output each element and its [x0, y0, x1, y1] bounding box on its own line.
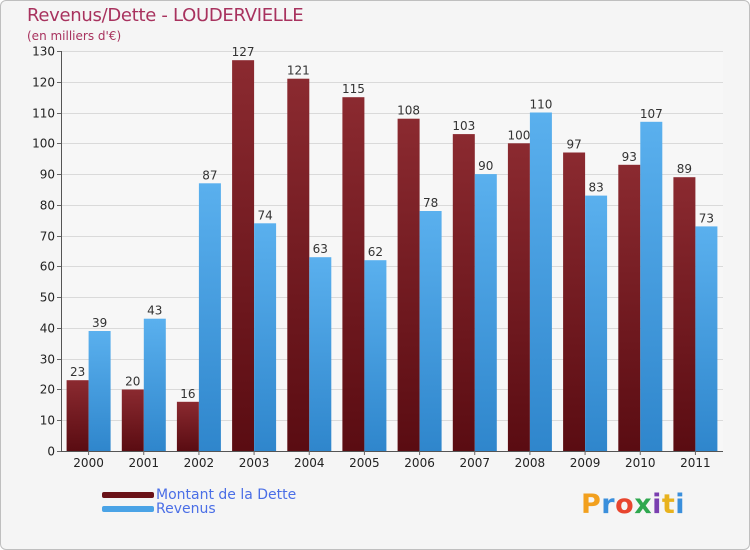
y-tick-label: 120: [32, 76, 55, 90]
x-tick-label-2008: 2008: [515, 456, 546, 470]
y-tick-label: 60: [40, 260, 55, 274]
bar-dette-2003: [232, 60, 255, 451]
bar-revenus-2009: [585, 195, 608, 451]
y-tick-label: 40: [40, 322, 55, 336]
bar-revenus-2004: [309, 257, 332, 451]
chart-title: Revenus/Dette - LOUDERVIELLE: [27, 5, 304, 26]
data-label-revenus-2003: 74: [257, 208, 272, 222]
legend-item-revenus: Revenus: [102, 501, 216, 517]
x-axis: 2000 2001 2002 2003 2004 2005 2006 2007 2008 2009…: [61, 451, 723, 470]
legend-label-dette: Montant de la Dette: [156, 487, 297, 503]
logo-letter: i: [652, 489, 662, 520]
chart-subtitle: (en milliers d'€): [27, 29, 122, 43]
bar-dette-2008: [507, 143, 530, 452]
bar-dette-2005: [342, 97, 365, 451]
x-tick-label-2010: 2010: [625, 456, 656, 470]
x-tick-label-2011: 2011: [680, 456, 711, 470]
data-label-dette-2003: 127: [232, 45, 255, 59]
data-label-dette-2001: 20: [125, 375, 140, 389]
y-tick-label: 0: [47, 445, 55, 459]
legend-item-dette: Montant de la Dette: [102, 487, 296, 503]
x-tick-label-2007: 2007: [459, 456, 490, 470]
data-label-dette-2007: 103: [452, 119, 475, 133]
logo-letter: i: [675, 489, 686, 520]
y-tick-label: 50: [40, 291, 55, 305]
y-tick-label: 80: [40, 199, 55, 213]
bar-dette-2000: [66, 380, 89, 451]
x-tick-label-2006: 2006: [404, 456, 435, 470]
x-tick-label-2001: 2001: [128, 456, 159, 470]
data-label-revenus-2005: 62: [368, 245, 383, 259]
y-axis: 0 10 20 30 40 50 60 70 80 90 100 110 120 130: [32, 45, 62, 459]
logo-letter: r: [601, 489, 616, 520]
data-label-dette-2002: 16: [180, 387, 195, 401]
bar-dette-2006: [397, 118, 420, 451]
data-label-revenus-2004: 63: [313, 242, 328, 256]
data-label-revenus-2007: 90: [478, 159, 493, 173]
x-tick-label-2009: 2009: [570, 456, 601, 470]
y-tick-label: 30: [40, 353, 55, 367]
y-tick-label: 20: [40, 383, 55, 397]
data-label-dette-2009: 97: [566, 138, 581, 152]
bar-revenus-2007: [474, 174, 497, 451]
x-tick-label-2005: 2005: [349, 456, 380, 470]
data-label-revenus-2000: 39: [92, 316, 107, 330]
bar-revenus-2001: [143, 318, 166, 451]
data-label-revenus-2009: 83: [588, 181, 603, 195]
grid-lines: [61, 51, 723, 452]
x-tick-label-2000: 2000: [73, 456, 104, 470]
bar-revenus-2003: [254, 223, 277, 451]
data-label-dette-2000: 23: [70, 365, 85, 379]
data-label-revenus-2008: 110: [529, 98, 552, 112]
data-label-dette-2006: 108: [397, 104, 420, 118]
bar-revenus-2005: [364, 260, 387, 451]
bars: [66, 60, 718, 452]
bar-dette-2007: [452, 134, 475, 451]
data-label-dette-2010: 93: [622, 150, 637, 164]
y-tick-label: 100: [32, 137, 55, 151]
data-label-revenus-2001: 43: [147, 304, 162, 318]
logo-letter: P: [581, 489, 602, 520]
bar-revenus-2000: [88, 331, 111, 451]
bar-dette-2002: [176, 401, 199, 451]
data-label-revenus-2010: 107: [640, 107, 663, 121]
bar-revenus-2011: [695, 226, 718, 451]
data-labels: 23 39 20 43 16 87 127 74 121 63 115 62 108 78 103 90 100…: [70, 45, 714, 401]
y-tick-label: 70: [40, 230, 55, 244]
legend-swatch-revenus: [102, 506, 154, 512]
bar-dette-2004: [287, 78, 310, 451]
bar-dette-2001: [121, 389, 144, 451]
bar-revenus-2002: [198, 183, 221, 452]
bar-revenus-2010: [640, 121, 663, 452]
bar-dette-2011: [673, 177, 696, 451]
plot-area: [61, 51, 723, 451]
x-tick-label-2002: 2002: [184, 456, 215, 470]
y-tick-label: 90: [40, 168, 55, 182]
data-label-revenus-2011: 73: [699, 211, 714, 225]
x-tick-label-2004: 2004: [294, 456, 325, 470]
y-tick-label: 110: [32, 107, 55, 121]
proxiti-logo: Proxiti: [581, 489, 685, 520]
logo-letter: o: [615, 489, 635, 520]
data-label-dette-2004: 121: [287, 64, 310, 78]
data-label-dette-2005: 115: [342, 82, 365, 96]
y-tick-label: 10: [40, 414, 55, 428]
logo-letter: t: [661, 489, 676, 520]
legend-label-revenus: Revenus: [156, 501, 216, 517]
bar-dette-2010: [618, 164, 641, 452]
legend-swatch-dette: [102, 492, 154, 498]
data-label-dette-2008: 100: [507, 128, 530, 142]
bar-revenus-2008: [529, 112, 552, 451]
x-tick-label-2003: 2003: [239, 456, 270, 470]
logo-letter: x: [634, 489, 653, 520]
data-label-dette-2011: 89: [677, 162, 692, 176]
y-tick-label: 130: [32, 45, 55, 59]
data-label-revenus-2006: 78: [423, 196, 438, 210]
bar-revenus-2006: [419, 211, 442, 451]
bar-dette-2009: [563, 152, 586, 451]
data-label-revenus-2002: 87: [202, 168, 217, 182]
